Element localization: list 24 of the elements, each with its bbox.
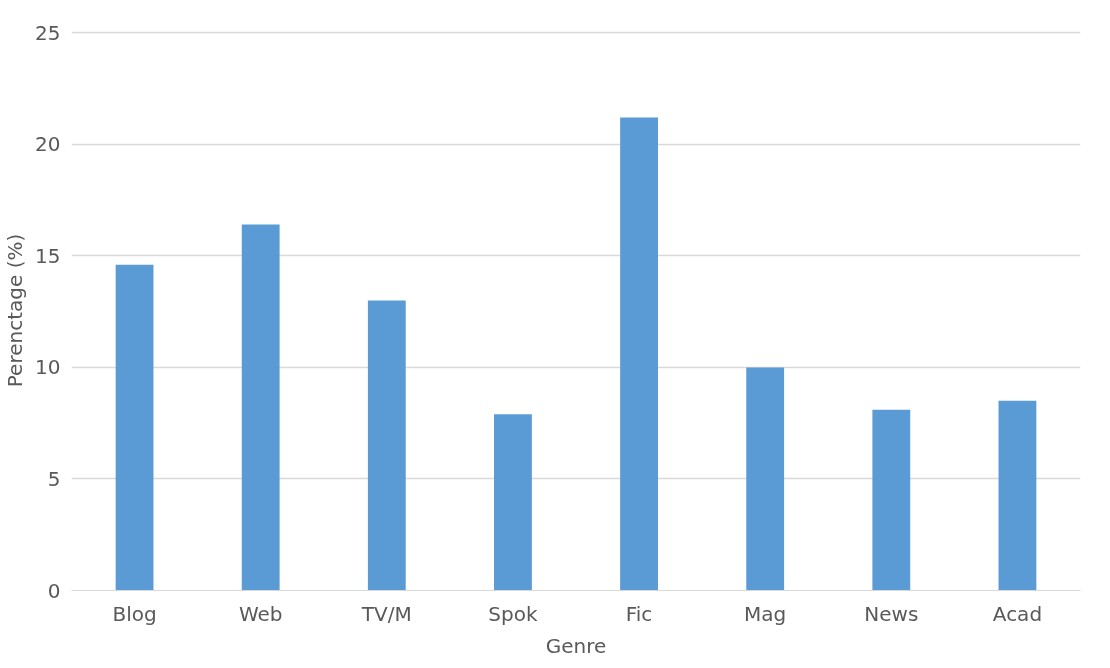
x-tick-label: Mag: [744, 601, 787, 626]
bar: [872, 409, 911, 591]
y-axis-title: Perenctage (%): [3, 233, 28, 388]
x-tick-label: Acad: [992, 601, 1043, 626]
y-tick-label: 0: [47, 578, 61, 603]
bar: [746, 367, 785, 591]
x-tick-label: Blog: [112, 601, 157, 626]
bar: [998, 400, 1037, 591]
x-tick-label: TV/M: [360, 601, 412, 626]
x-tick-label: News: [864, 601, 919, 626]
y-tick-label: 15: [35, 243, 61, 268]
bar: [494, 414, 532, 591]
bar: [367, 300, 406, 591]
bar: [241, 224, 280, 591]
x-tick-label: Spok: [488, 601, 538, 626]
x-tick-label: Web: [238, 601, 283, 626]
y-tick-label: 10: [35, 355, 61, 380]
bar: [620, 117, 658, 591]
x-tick-label: Fic: [625, 601, 653, 626]
y-tick-label: 25: [35, 20, 61, 45]
y-tick-label: 5: [47, 466, 61, 491]
y-tick-label: 20: [35, 132, 61, 157]
x-axis-title: Genre: [545, 633, 607, 658]
bar: [115, 264, 154, 591]
